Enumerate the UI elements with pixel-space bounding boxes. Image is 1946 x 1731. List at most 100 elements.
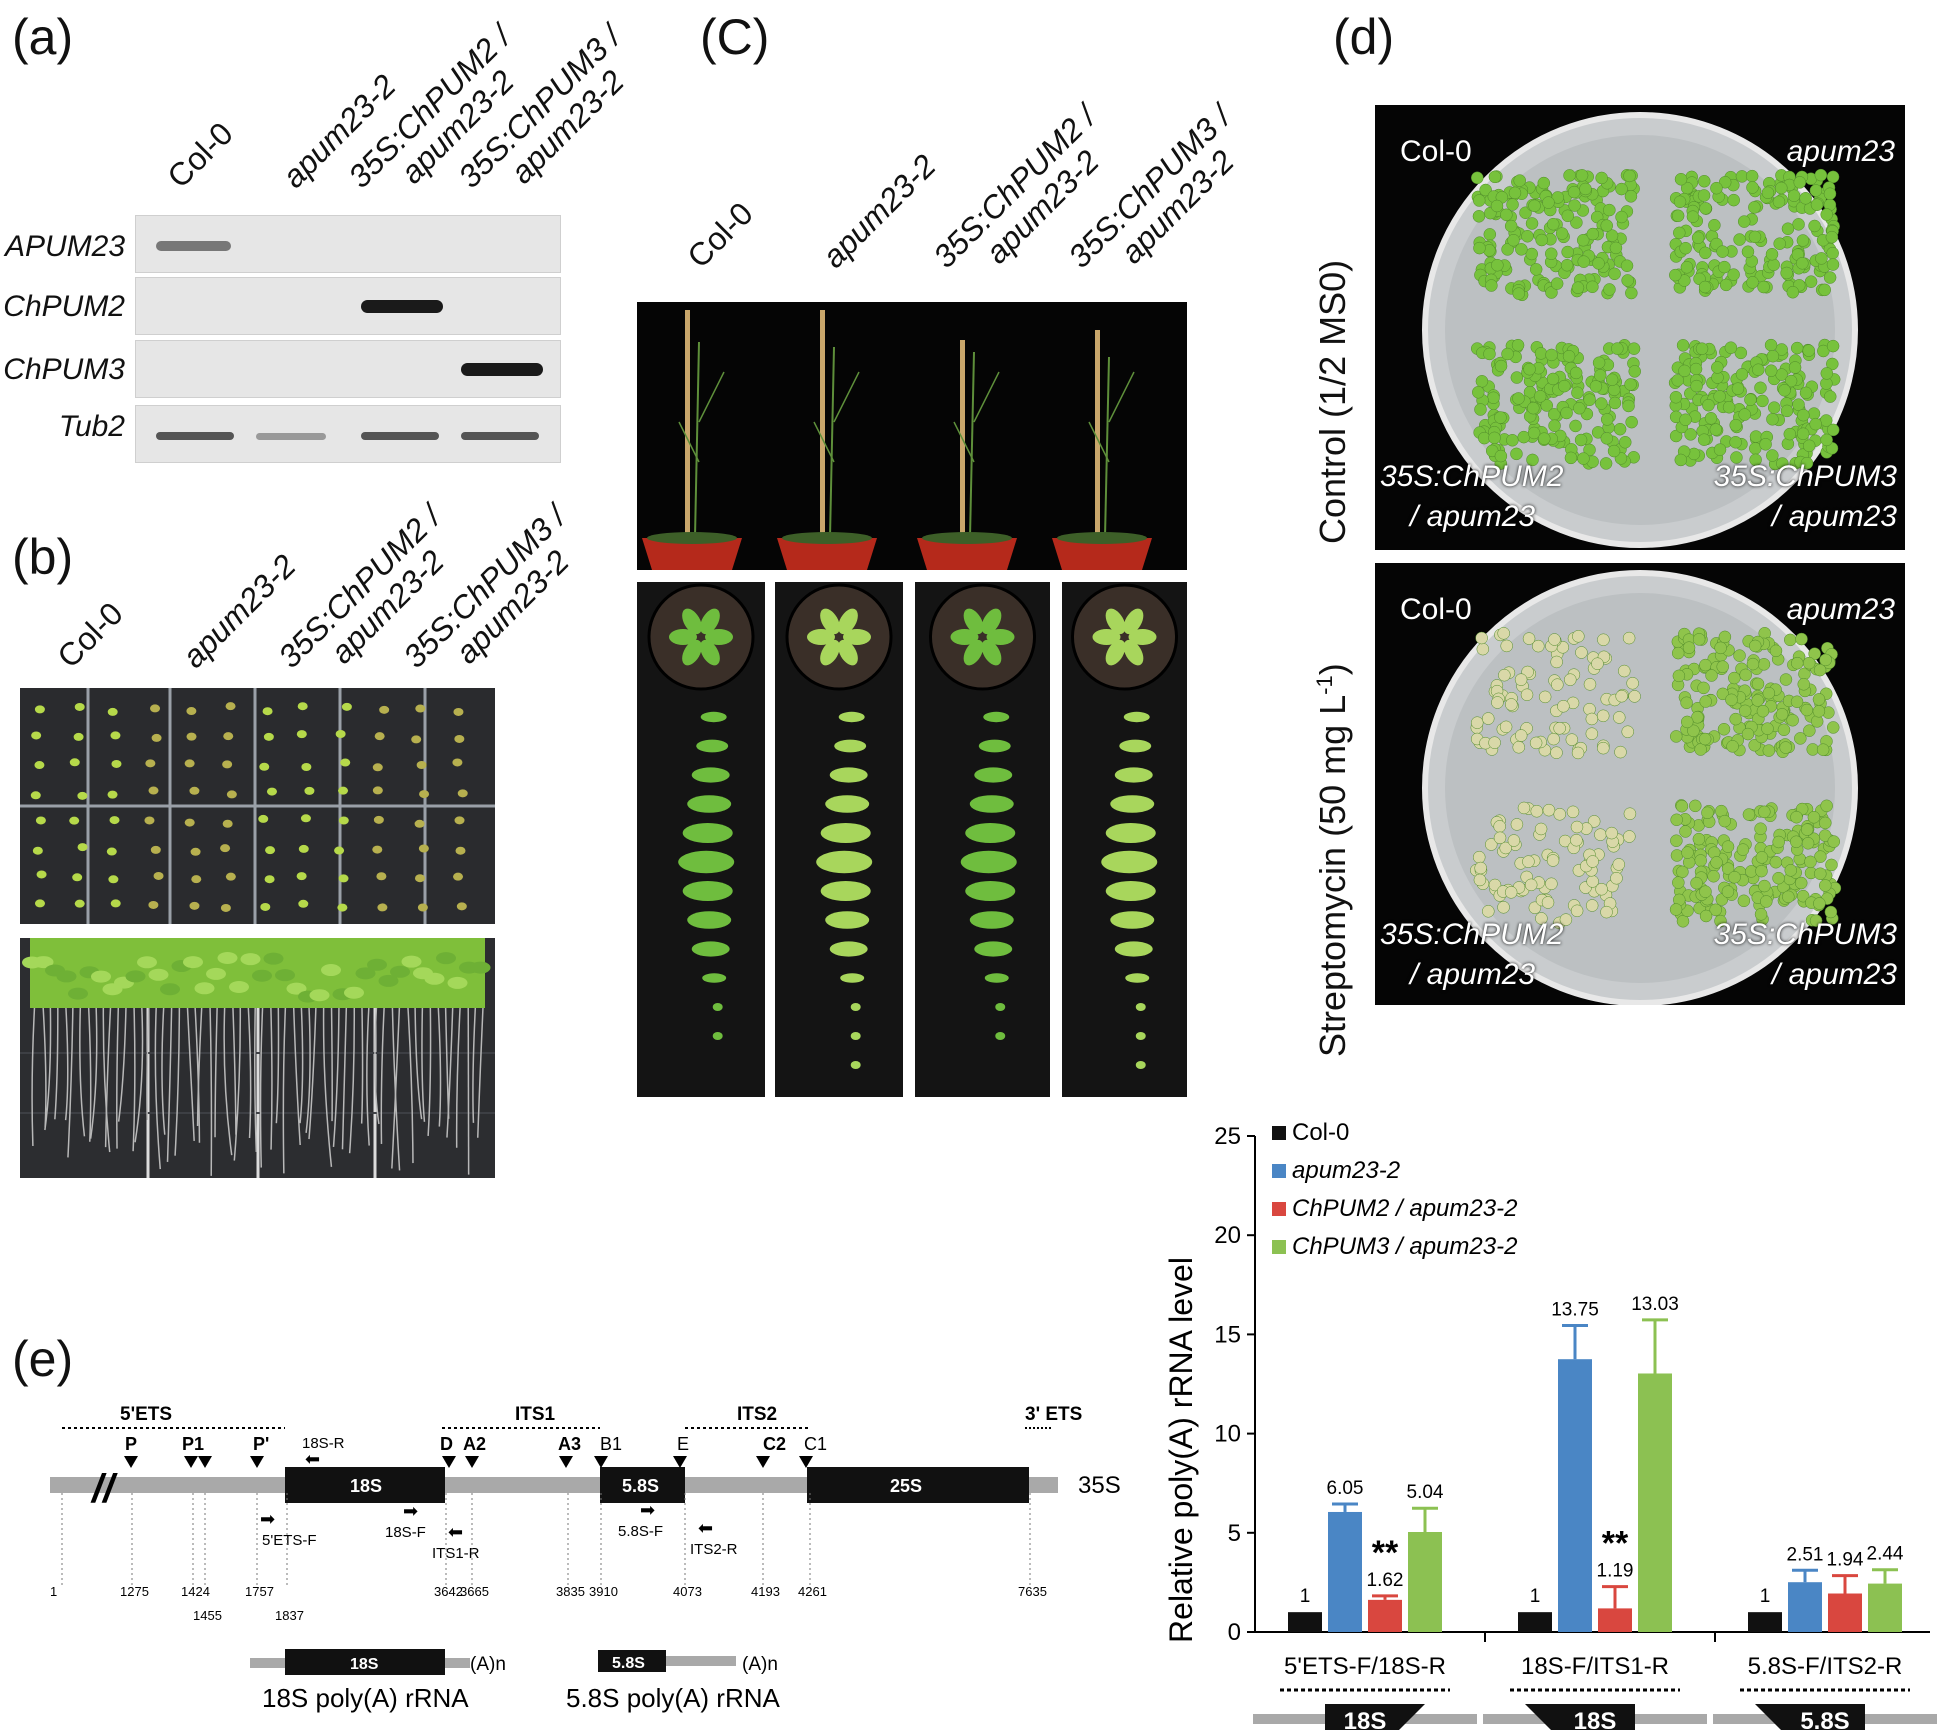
root bbox=[414, 997, 423, 1120]
seedling bbox=[1576, 233, 1590, 247]
seedling bbox=[1507, 233, 1520, 247]
rosette-leaf bbox=[820, 639, 840, 666]
seedling bbox=[1671, 646, 1685, 660]
leaf bbox=[137, 956, 157, 969]
seedling bbox=[304, 786, 315, 795]
cleavage-site-marker bbox=[250, 1456, 264, 1468]
seedling bbox=[110, 731, 121, 740]
seedling bbox=[153, 871, 164, 880]
seedling bbox=[1628, 365, 1641, 378]
seedling bbox=[1570, 820, 1584, 834]
rosette-leaf bbox=[700, 608, 720, 635]
seedling bbox=[1572, 630, 1585, 643]
seedling bbox=[1716, 687, 1730, 701]
seedling bbox=[1597, 633, 1610, 647]
category-label: 18S-F/ITS1-R bbox=[1521, 1653, 1669, 1680]
seedling bbox=[1553, 722, 1566, 735]
seedling bbox=[69, 758, 80, 767]
seedling bbox=[186, 732, 197, 741]
seedling bbox=[1575, 646, 1588, 659]
data-label: 1 bbox=[1300, 1586, 1311, 1607]
seedling bbox=[1699, 202, 1712, 215]
seedling bbox=[418, 844, 429, 853]
seedling bbox=[1508, 186, 1522, 200]
seedling bbox=[1472, 194, 1486, 207]
seedling bbox=[1470, 716, 1484, 729]
seedling bbox=[1619, 435, 1632, 449]
seedling bbox=[1819, 879, 1832, 892]
seedling bbox=[34, 761, 45, 770]
gel-label-chpum2: ChPUM2 bbox=[3, 290, 125, 323]
seedling bbox=[1826, 258, 1840, 271]
seedling bbox=[1530, 804, 1544, 818]
leaf bbox=[355, 967, 376, 980]
seedling bbox=[1522, 632, 1536, 645]
rosette-leaf bbox=[981, 608, 1002, 635]
seedling bbox=[1491, 258, 1504, 272]
seedling bbox=[1494, 411, 1507, 424]
legend-swatch bbox=[1272, 1126, 1286, 1140]
seedling bbox=[1699, 885, 1712, 898]
seedling bbox=[1728, 871, 1741, 884]
seedling bbox=[1818, 283, 1831, 297]
seedling bbox=[298, 844, 309, 853]
seedling bbox=[1734, 346, 1748, 360]
seedling bbox=[1527, 426, 1541, 440]
seedling bbox=[1820, 367, 1834, 380]
gel-row-chpum2 bbox=[135, 277, 561, 335]
leaf bbox=[1110, 911, 1155, 929]
seedling bbox=[296, 872, 307, 881]
seedling bbox=[1550, 655, 1563, 669]
category-icon-block bbox=[1525, 1704, 1635, 1730]
position-number: 1757 bbox=[245, 1584, 274, 1599]
seedling bbox=[1812, 693, 1826, 706]
seedling bbox=[1499, 720, 1513, 734]
seedling bbox=[1600, 413, 1614, 426]
root bbox=[79, 997, 86, 1137]
seedling bbox=[1803, 724, 1816, 737]
rosette-leaf bbox=[1092, 629, 1121, 645]
seedling bbox=[300, 814, 311, 823]
seedling bbox=[1746, 181, 1759, 194]
seedling bbox=[1527, 401, 1540, 415]
seedling bbox=[1751, 677, 1765, 691]
seedling bbox=[186, 707, 197, 716]
plant-pot bbox=[642, 538, 742, 570]
seedling bbox=[1697, 681, 1710, 695]
position-number: 1455 bbox=[193, 1608, 222, 1623]
seedling bbox=[151, 733, 162, 742]
seedling bbox=[335, 730, 346, 739]
seedling bbox=[1729, 435, 1742, 449]
seedling bbox=[298, 899, 309, 908]
seedling bbox=[1577, 255, 1591, 268]
strep-side-label: Streptomycin (50 mg L-1) bbox=[1312, 663, 1353, 1057]
seedling bbox=[1472, 850, 1486, 864]
root bbox=[348, 997, 356, 1154]
seedling bbox=[1513, 174, 1526, 187]
polya-mark: (A)n bbox=[470, 1654, 506, 1675]
root bbox=[247, 997, 252, 1139]
seedling bbox=[1570, 833, 1583, 847]
seedling bbox=[1733, 649, 1746, 662]
seedling bbox=[1504, 219, 1518, 233]
leaf bbox=[983, 711, 1010, 723]
seedling bbox=[1595, 171, 1608, 185]
rosette-pot bbox=[1071, 583, 1178, 691]
data-label: 13.03 bbox=[1631, 1294, 1679, 1315]
seedling bbox=[1504, 886, 1518, 899]
leaf bbox=[1135, 1061, 1146, 1069]
seedling bbox=[1809, 417, 1822, 431]
seedling bbox=[1758, 805, 1771, 819]
seedling bbox=[1614, 745, 1627, 759]
seedling bbox=[1760, 895, 1773, 908]
seedling bbox=[1756, 394, 1769, 408]
seedling bbox=[1560, 258, 1574, 272]
panel-c-label: (C) bbox=[700, 9, 770, 65]
primer-arrow: ➡ bbox=[403, 1501, 418, 1521]
seedling bbox=[1769, 644, 1783, 658]
primer-18s-f: 18S-F bbox=[385, 1524, 426, 1541]
seedling bbox=[1487, 391, 1500, 405]
position-number: 3835 bbox=[556, 1584, 585, 1599]
seedling bbox=[1583, 393, 1596, 406]
root bbox=[193, 997, 201, 1143]
